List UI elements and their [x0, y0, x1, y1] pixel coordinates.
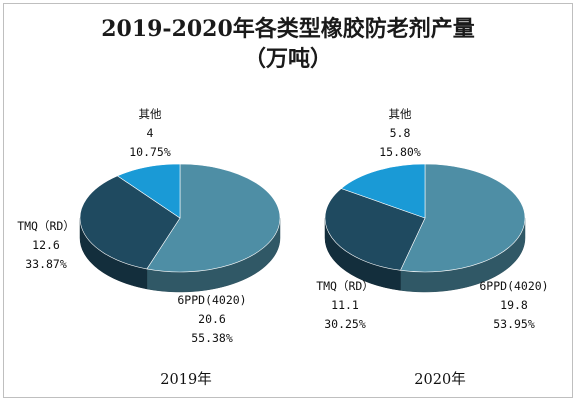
pie-slice-2020年-other: [340, 163, 426, 219]
pie-slice-2019年-tmq: [79, 175, 181, 270]
data-label-other-value: 5.8: [390, 126, 411, 140]
pie-slice-2019年-other: [116, 163, 181, 219]
data-label-6ppd-percent: 55.38%: [191, 331, 233, 345]
data-label-6ppd-percent: 53.95%: [493, 317, 535, 331]
data-label-other-percent: 15.80%: [379, 145, 421, 159]
data-label-tmq-name: TMQ（RD）: [316, 279, 374, 293]
data-label-other-name: 其他: [139, 107, 162, 121]
data-label-6ppd-value: 19.8: [500, 298, 528, 312]
data-label-6ppd-name: 6PPD(4020): [479, 279, 548, 293]
data-label-6ppd-name: 6PPD(4020): [177, 293, 246, 307]
data-label-tmq-value: 11.1: [331, 298, 359, 312]
chart-title: 2019-2020年各类型橡胶防老剂产量: [101, 16, 475, 42]
data-label-other-value: 4: [147, 126, 154, 140]
pie-slice-2020年-tmq: [324, 188, 426, 271]
pie-caption-2020年: 2020年: [414, 371, 465, 388]
data-label-6ppd-value: 20.6: [198, 312, 226, 326]
pie-slice-2020年-6ppd: [399, 163, 526, 273]
data-label-tmq-value: 12.6: [32, 238, 60, 252]
pie-caption-2019年: 2019年: [160, 371, 211, 388]
data-label-tmq-percent: 33.87%: [25, 257, 67, 271]
data-label-tmq-percent: 30.25%: [324, 317, 366, 331]
data-label-other-name: 其他: [389, 107, 412, 121]
chart-subtitle: （万吨）: [243, 46, 332, 72]
data-label-tmq-name: TMQ（RD）: [17, 219, 75, 233]
data-label-other-percent: 10.75%: [129, 145, 171, 159]
